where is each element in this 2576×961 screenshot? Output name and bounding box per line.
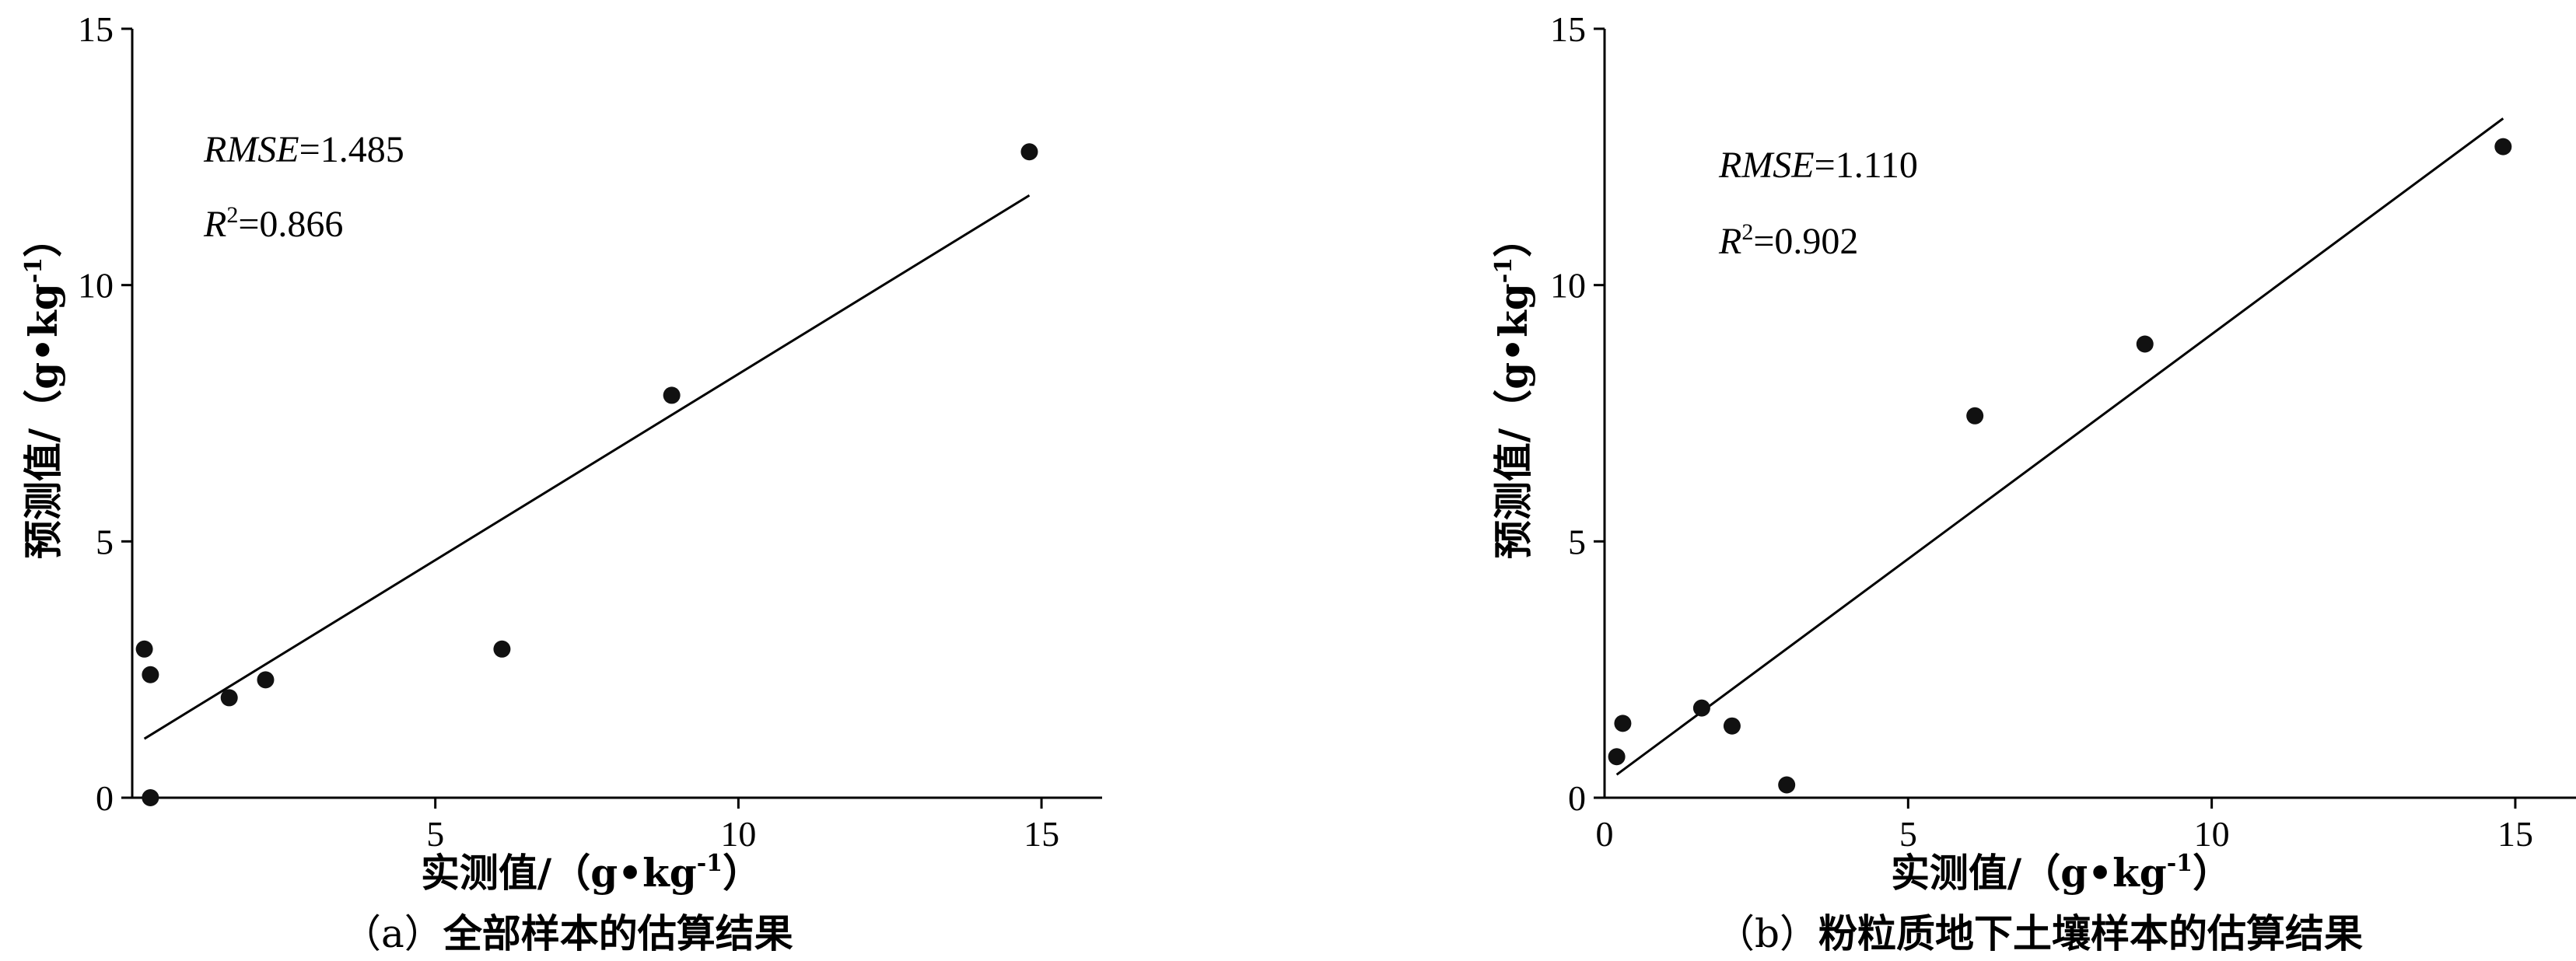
r2-annotation: R2=0.902 [1718, 219, 1858, 262]
x-tick-label: 5 [426, 814, 444, 854]
x-tick-label: 10 [2194, 814, 2230, 854]
y-axis-label: 预测值/（g•kg-1） [20, 218, 66, 559]
x-tick-label: 15 [1024, 814, 1059, 854]
figure-caption: （a）全部样本的估算结果 [342, 910, 793, 956]
y-tick-label: 15 [1550, 9, 1586, 49]
x-axis-label: 实测值/（g•kg-1） [1891, 850, 2231, 896]
r2-annotation: R2=0.866 [203, 202, 343, 245]
data-point [2494, 138, 2512, 156]
y-tick-label: 5 [96, 522, 114, 561]
data-point [1723, 717, 1741, 735]
y-axis-label: 预测值/（g•kg-1） [1490, 218, 1536, 559]
data-point [135, 640, 153, 658]
data-point [257, 671, 275, 689]
data-point [1020, 143, 1038, 161]
data-point [663, 386, 681, 404]
y-tick-label: 0 [1568, 778, 1586, 818]
data-point [2136, 335, 2154, 353]
data-point [142, 666, 159, 683]
rmse-annotation: RMSE=1.485 [203, 129, 404, 170]
data-point [220, 689, 238, 707]
y-tick-label: 5 [1568, 522, 1586, 561]
x-tick-label: 5 [1899, 814, 1917, 854]
y-tick-label: 15 [78, 9, 114, 49]
x-tick-label: 10 [720, 814, 756, 854]
data-point [1778, 776, 1796, 794]
x-origin-label: 0 [1596, 814, 1614, 854]
rmse-annotation: RMSE=1.110 [1718, 145, 1918, 186]
y-tick-label: 10 [1550, 266, 1586, 306]
y-tick-label: 0 [96, 778, 114, 818]
regression-line [1615, 117, 2504, 776]
y-tick-label: 10 [78, 266, 114, 306]
chart-panel-b: 0 5 10 15 5 10 15 0 RMSE=1.110 R2=0.902 实测值/（g•kg-… [1490, 9, 2576, 956]
data-point [1966, 407, 1984, 425]
x-axis-label: 实测值/（g•kg-1） [421, 850, 761, 896]
data-point [1614, 715, 1632, 732]
data-point [493, 640, 511, 658]
x-tick-label: 15 [2497, 814, 2533, 854]
data-point [1608, 748, 1626, 766]
figure-caption: （b）粉粒质地下土壤样本的估算结果 [1716, 910, 2363, 956]
regression-line [143, 194, 1031, 740]
data-point [1692, 699, 1710, 717]
chart-panel-a: 0 5 10 15 5 10 15 RMSE=1.485 R2=0.866 实测值/（g•kg-1… [20, 9, 1102, 956]
data-point [142, 789, 159, 806]
